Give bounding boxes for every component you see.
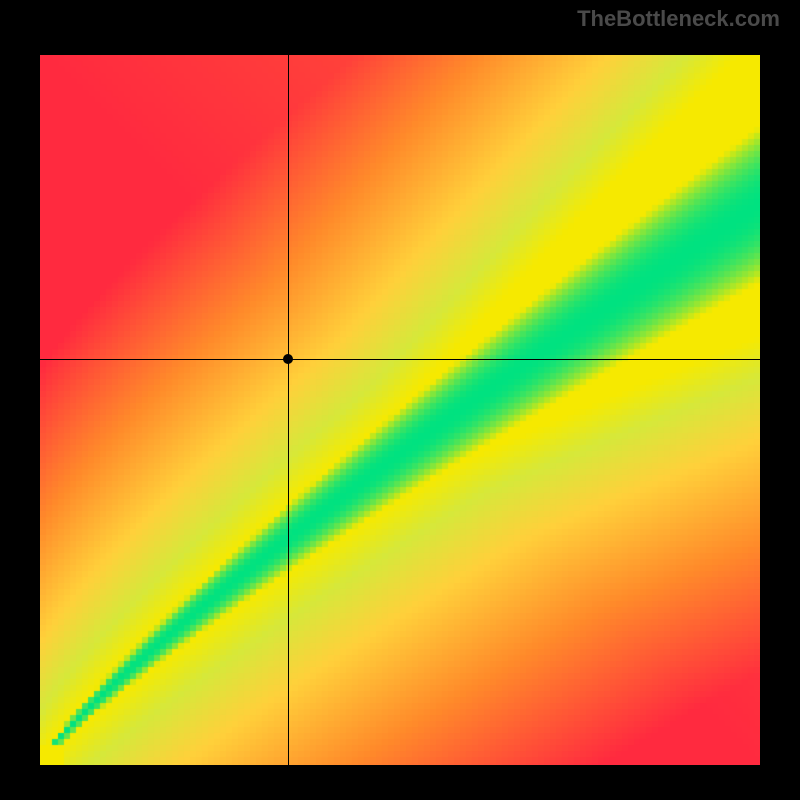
crosshair-vertical <box>288 55 289 765</box>
watermark-text: TheBottleneck.com <box>577 6 780 32</box>
plot-frame <box>20 35 780 785</box>
heatmap-canvas <box>40 55 760 765</box>
plot-area <box>40 55 760 765</box>
crosshair-horizontal <box>40 359 760 360</box>
crosshair-marker <box>283 354 293 364</box>
